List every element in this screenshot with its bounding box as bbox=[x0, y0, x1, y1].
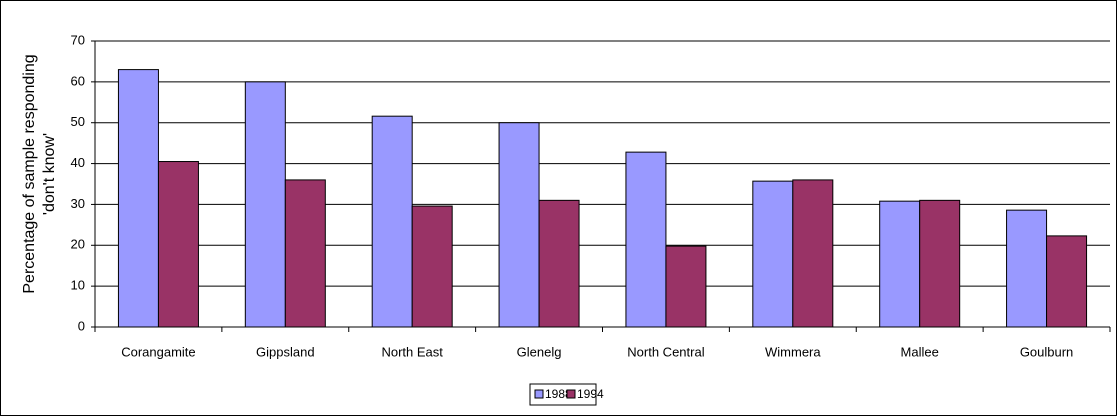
bar bbox=[665, 245, 707, 328]
x-tick-label: Goulburn bbox=[1020, 344, 1073, 359]
legend-label: 1988 bbox=[545, 387, 572, 401]
y-tick-label: 20 bbox=[71, 237, 85, 252]
x-tick-label: North East bbox=[381, 344, 443, 359]
y-tick-label: 50 bbox=[71, 114, 85, 129]
legend-box bbox=[529, 383, 597, 406]
bar bbox=[284, 179, 326, 328]
bar bbox=[498, 122, 540, 328]
bar bbox=[879, 200, 921, 328]
x-tick-label: Glenelg bbox=[517, 344, 562, 359]
y-axis-label: 'don't know' bbox=[41, 133, 58, 215]
x-tick-label: Mallee bbox=[901, 344, 939, 359]
bar bbox=[1046, 235, 1088, 328]
x-tick-label: Gippsland bbox=[256, 344, 315, 359]
bar bbox=[538, 199, 580, 328]
legend-label: 1994 bbox=[577, 387, 604, 401]
y-tick-label: 0 bbox=[78, 318, 85, 333]
legend-swatch bbox=[566, 389, 576, 399]
y-tick-label: 30 bbox=[71, 196, 85, 211]
y-tick-label: 60 bbox=[71, 73, 85, 88]
bar bbox=[117, 69, 159, 328]
y-tick-label: 10 bbox=[71, 278, 85, 293]
x-tick-label: Wimmera bbox=[765, 344, 821, 359]
bar bbox=[752, 180, 794, 328]
bar bbox=[792, 179, 834, 328]
bar bbox=[371, 115, 413, 328]
x-tick-label: Corangamite bbox=[121, 344, 195, 359]
y-tick-label: 40 bbox=[71, 155, 85, 170]
bar bbox=[919, 199, 961, 328]
bar bbox=[1006, 209, 1048, 328]
bar bbox=[157, 161, 199, 328]
legend-swatch bbox=[534, 389, 544, 399]
x-tick-label: North Central bbox=[627, 344, 704, 359]
bar bbox=[625, 151, 667, 328]
y-axis-label: Percentage of sample responding bbox=[21, 54, 38, 293]
bar bbox=[244, 81, 286, 328]
bar bbox=[411, 205, 453, 328]
y-tick-label: 70 bbox=[71, 32, 85, 47]
